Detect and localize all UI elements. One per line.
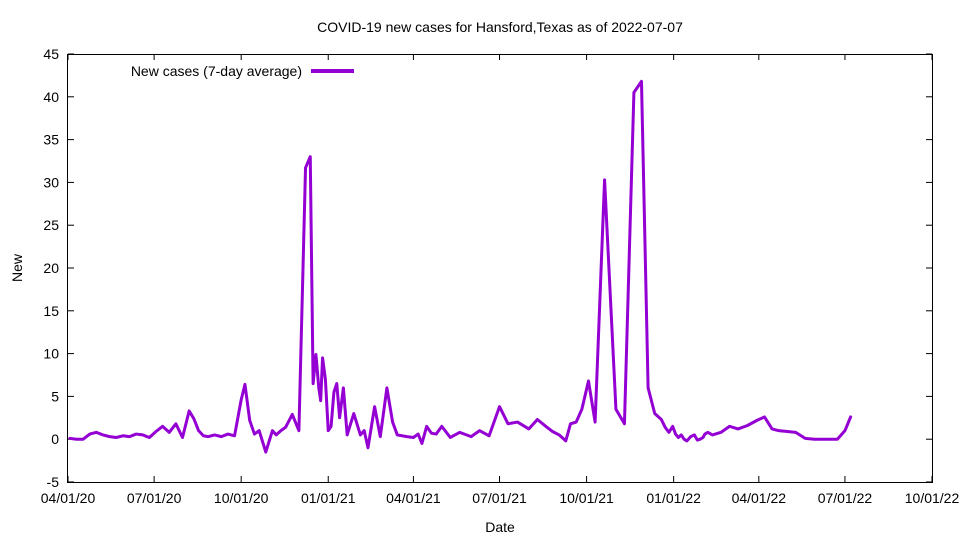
- y-tick-label: 40: [43, 89, 59, 105]
- legend: New cases (7-day average): [131, 63, 354, 79]
- y-tick-label: 20: [43, 260, 59, 276]
- x-tick-label: 04/01/22: [732, 490, 787, 506]
- x-tick-label: 07/01/22: [818, 490, 873, 506]
- x-tick-label: 01/01/22: [646, 490, 701, 506]
- y-tick-label: 0: [51, 431, 59, 447]
- x-tick-label: 10/01/20: [214, 490, 269, 506]
- series-layer: [68, 79, 853, 454]
- x-axis-ticks: 04/01/20 07/01/20 10/01/20 01/01/21 04/01/21…: [41, 54, 960, 506]
- x-tick-label: 04/01/21: [386, 490, 441, 506]
- x-tick-label: 01/01/21: [301, 490, 356, 506]
- chart-title: COVID-19 new cases for Hansford,Texas as…: [317, 19, 683, 35]
- y-tick-label: 45: [43, 46, 59, 62]
- y-tick-label: 35: [43, 132, 59, 148]
- y-tick-label: 30: [43, 174, 59, 190]
- y-tick-label: 5: [51, 388, 59, 404]
- x-tick-label: 07/01/20: [127, 490, 182, 506]
- y-tick-label: 15: [43, 303, 59, 319]
- y-axis-ticks: -5 0 5 10 15 20 25 30 35 40 45: [43, 46, 932, 490]
- y-tick-label: 10: [43, 346, 59, 362]
- y-axis-label: New: [9, 253, 25, 282]
- x-tick-label: 04/01/20: [41, 490, 96, 506]
- y-tick-label: 25: [43, 217, 59, 233]
- series-line: [68, 79, 853, 454]
- x-axis-label: Date: [485, 519, 515, 535]
- legend-label: New cases (7-day average): [131, 63, 302, 79]
- x-tick-label: 10/01/21: [559, 490, 614, 506]
- plot-frame: [67, 54, 933, 483]
- x-tick-label: 07/01/21: [472, 490, 527, 506]
- x-tick-label: 10/01/22: [905, 490, 960, 506]
- y-tick-label: -5: [47, 474, 60, 490]
